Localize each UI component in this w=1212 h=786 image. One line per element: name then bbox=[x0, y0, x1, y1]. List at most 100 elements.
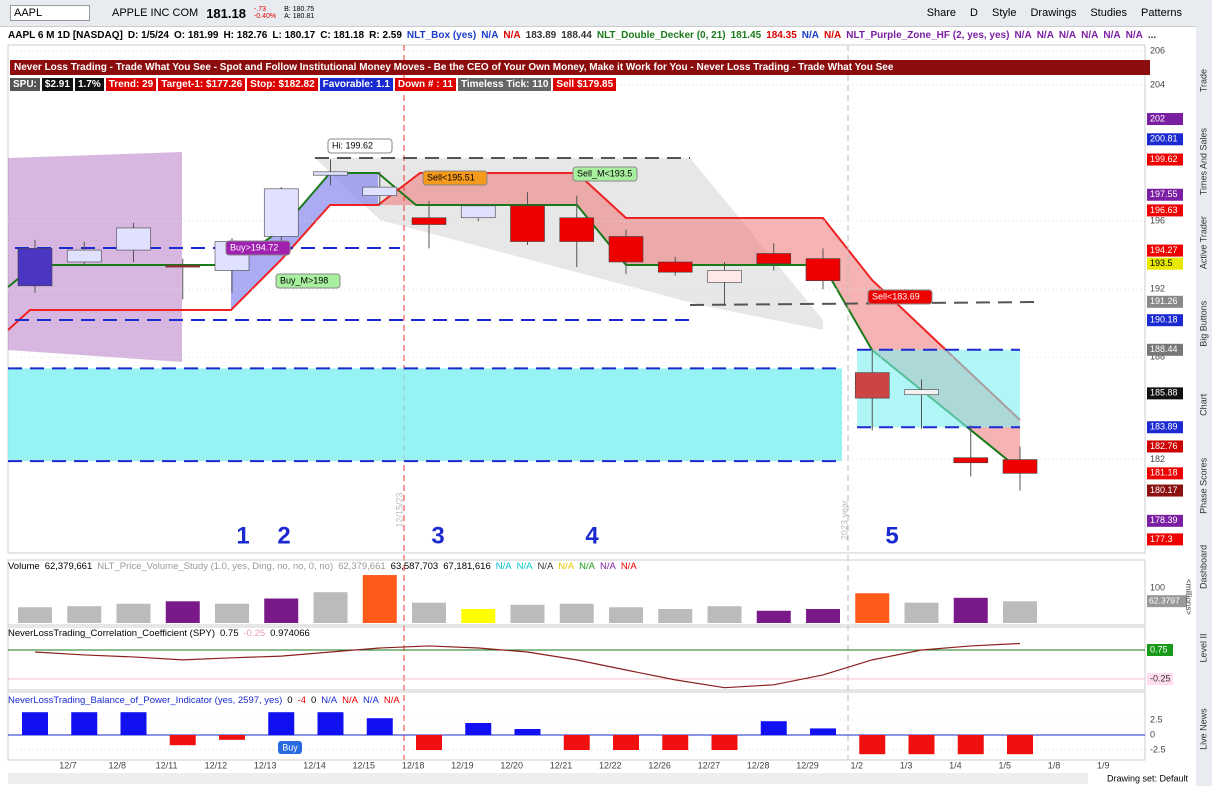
candle-body bbox=[362, 186, 398, 196]
bop-bar bbox=[366, 718, 393, 735]
symbol-input[interactable]: AAPL bbox=[10, 5, 90, 21]
company: APPLE INC COM bbox=[112, 7, 199, 19]
side-tab[interactable]: Chart bbox=[1198, 393, 1208, 416]
info-item: N/A bbox=[1125, 30, 1143, 41]
toolbar-button[interactable]: Share bbox=[926, 7, 957, 19]
badge: $2.91 bbox=[41, 78, 73, 91]
info-item: 183.89 bbox=[525, 30, 557, 41]
price-tag bbox=[1147, 467, 1183, 480]
bop-bar bbox=[957, 735, 984, 755]
bop-bar bbox=[908, 735, 935, 755]
volume-bar bbox=[362, 575, 397, 623]
toolbar-button[interactable]: Style bbox=[992, 7, 1017, 19]
panel-header-item: N/A bbox=[383, 695, 400, 706]
bop-bar bbox=[613, 735, 639, 750]
x-tick-label: 12/28 bbox=[747, 760, 770, 770]
bop-bar bbox=[268, 712, 295, 735]
side-tab[interactable]: Dashboard bbox=[1198, 545, 1208, 589]
info-item: 184.35 bbox=[766, 30, 797, 41]
info-item: NLT_Purple_Zone_HF (2, yes, yes) bbox=[846, 30, 1010, 41]
signal-box bbox=[278, 741, 302, 754]
change-value: -.73 bbox=[253, 6, 267, 13]
candle-body bbox=[510, 205, 545, 242]
side-tab[interactable]: Live News bbox=[1198, 708, 1208, 750]
price-tag bbox=[1147, 343, 1183, 356]
x-tick-label: 1/9 bbox=[1097, 760, 1110, 770]
toolbar-button[interactable]: Patterns bbox=[1141, 7, 1182, 19]
info-item: NLT_Box (yes) bbox=[406, 30, 477, 41]
panel-header-item: 62,379,661 bbox=[44, 561, 93, 572]
toolbar-button[interactable]: Studies bbox=[1090, 7, 1128, 19]
x-tick-label: 12/22 bbox=[599, 760, 622, 770]
price-tag-label: 182.76 bbox=[1150, 441, 1178, 451]
x-tick-label: 12/15 bbox=[353, 760, 376, 770]
info-item: N/A bbox=[481, 30, 499, 41]
price-tag bbox=[1147, 314, 1183, 327]
candle-body bbox=[657, 261, 693, 273]
info-bar: AAPL 6 M 1D [NASDAQ] D: 1/5/24 O: 181.99 H:… bbox=[0, 27, 1203, 44]
volume-bar bbox=[313, 592, 348, 623]
scrollbar[interactable] bbox=[8, 773, 1088, 784]
red-fill bbox=[378, 173, 1020, 470]
blue-fill bbox=[231, 173, 378, 310]
side-tab[interactable]: Times And Sales bbox=[1198, 128, 1208, 196]
panel-header-item: 0 bbox=[287, 695, 293, 706]
side-tab[interactable]: Big Buttons bbox=[1198, 300, 1208, 347]
bop-bar bbox=[859, 735, 886, 755]
info-item: L: 180.17 bbox=[272, 30, 316, 41]
price-tag-label: 183.89 bbox=[1150, 422, 1178, 432]
panel-header-item: 62,379,661 bbox=[338, 561, 386, 572]
x-tick-label: 12/19 bbox=[451, 760, 474, 770]
bop-bar bbox=[71, 712, 98, 735]
annotation: Buy>194.72 bbox=[230, 242, 278, 252]
annotation: Sell_M<193.5 bbox=[577, 168, 632, 178]
wave-number: 2 bbox=[277, 522, 290, 549]
price-tag bbox=[1147, 257, 1183, 270]
badge: Timeless Tick: 110 bbox=[457, 78, 552, 91]
y-tick-label: 192 bbox=[1150, 284, 1165, 294]
side-tab[interactable]: Phase Scores bbox=[1198, 457, 1208, 514]
info-item: C: 181.18 bbox=[320, 30, 365, 41]
x-tick-label: 12/29 bbox=[796, 760, 819, 770]
annotation: Sell<195.51 bbox=[427, 172, 475, 182]
candle-body bbox=[165, 265, 201, 268]
price-tag-label: 177.3 bbox=[1150, 534, 1173, 544]
bop-bar bbox=[120, 712, 147, 735]
volume-bar bbox=[559, 603, 594, 623]
candle-body bbox=[263, 188, 299, 237]
annotation: Sell<183.69 bbox=[872, 291, 920, 301]
red-line bbox=[7, 172, 1021, 421]
price-tag-label: 196.63 bbox=[1150, 205, 1178, 215]
marker-label: 2023 year bbox=[839, 500, 849, 540]
price-tag bbox=[1147, 421, 1183, 434]
volume-bar bbox=[953, 597, 988, 623]
info-item: N/A bbox=[1058, 30, 1077, 41]
badge: SPU: bbox=[10, 78, 40, 91]
price-panel bbox=[7, 44, 1146, 554]
volume-panel bbox=[7, 559, 1146, 626]
y-tick-label: 2.5 bbox=[1150, 714, 1163, 724]
side-tab[interactable]: Active Trader bbox=[1198, 216, 1208, 269]
badges: SPU: $2.91 1.7% Trend: 29 Target-1: $177.26 S… bbox=[10, 78, 617, 91]
price-tag bbox=[1147, 204, 1183, 217]
wave-number: 4 bbox=[585, 522, 599, 549]
info-item: N/A bbox=[801, 30, 820, 41]
badge: 1.7% bbox=[74, 78, 104, 91]
info-item: N/A bbox=[1014, 30, 1032, 41]
x-tick-label: 12/20 bbox=[500, 760, 523, 770]
panel-header-item: 67,181,616 bbox=[443, 561, 491, 572]
volume-bar bbox=[116, 603, 151, 623]
volume-bar bbox=[18, 607, 52, 623]
side-tab[interactable]: Trade bbox=[1198, 69, 1208, 92]
price-tag-label: 191.26 bbox=[1150, 296, 1178, 306]
x-tick-label: 12/13 bbox=[254, 760, 277, 770]
bop-bar bbox=[416, 735, 442, 750]
toolbar-button[interactable]: D bbox=[970, 7, 978, 19]
price-tag-label: 190.18 bbox=[1150, 315, 1178, 325]
volume-bar bbox=[67, 606, 102, 623]
side-tab[interactable]: Level II bbox=[1198, 633, 1208, 662]
candle-body bbox=[904, 389, 939, 396]
annotation-box bbox=[327, 138, 393, 154]
toolbar-button[interactable]: Drawings bbox=[1030, 7, 1077, 19]
